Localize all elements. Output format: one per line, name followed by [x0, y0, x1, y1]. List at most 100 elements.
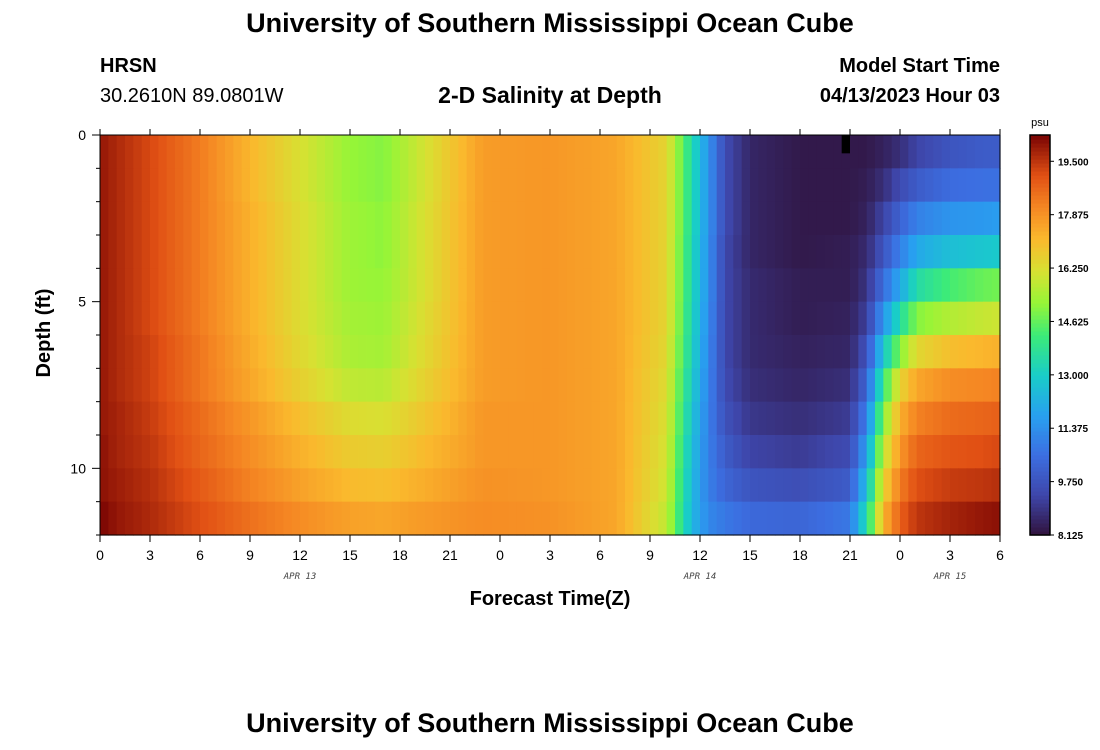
heatmap-cell	[916, 301, 926, 336]
colorbar-segment	[1030, 203, 1050, 208]
heatmap-cell	[325, 435, 334, 469]
heatmap-cell	[616, 301, 626, 336]
heatmap-cell	[141, 335, 151, 369]
colorbar-segment	[1030, 335, 1050, 340]
heatmap-cell	[325, 501, 334, 536]
heatmap-cell	[166, 435, 176, 469]
heatmap-cell	[341, 201, 351, 236]
colorbar-segment	[1030, 315, 1050, 320]
heatmap-cell	[925, 401, 934, 436]
heatmap-cell	[433, 235, 443, 269]
heatmap-cell	[941, 401, 951, 436]
heatmap-cell	[266, 301, 276, 336]
heatmap-cell	[850, 435, 859, 469]
heatmap-cell	[825, 268, 834, 303]
heatmap-cell	[133, 235, 143, 269]
heatmap-cell	[483, 501, 493, 536]
heatmap-cell	[466, 235, 476, 269]
heatmap-cell	[983, 401, 993, 436]
heatmap-cell	[258, 401, 268, 436]
heatmap-cell	[266, 135, 276, 169]
heatmap-cell	[733, 135, 743, 169]
colorbar-segment	[1030, 275, 1050, 280]
heatmap-cell	[658, 201, 668, 236]
heatmap-cell	[991, 235, 1001, 269]
heatmap-cell	[108, 435, 118, 469]
heatmap-cell	[908, 135, 918, 169]
heatmap-cell	[800, 335, 809, 369]
heatmap-cell	[258, 435, 268, 469]
heatmap-cell	[783, 401, 793, 436]
heatmap-cell	[575, 201, 584, 236]
heatmap-cell	[341, 368, 351, 403]
heatmap-cell	[941, 201, 951, 236]
heatmap-cell	[891, 501, 901, 536]
heatmap-cell	[416, 268, 426, 303]
heatmap-cell	[925, 335, 934, 369]
heatmap-cell	[141, 135, 151, 169]
heatmap-cell	[216, 135, 226, 169]
colorbar-segment	[1030, 311, 1050, 316]
heatmap-cell	[733, 235, 743, 269]
heatmap-cell	[575, 268, 584, 303]
heatmap-cell	[591, 368, 601, 403]
heatmap-cell	[525, 168, 534, 203]
heatmap-cell	[766, 401, 776, 436]
heatmap-cell	[116, 135, 126, 169]
heatmap-cell	[200, 268, 209, 303]
heatmap-cell	[566, 168, 576, 203]
heatmap-cell	[133, 268, 143, 303]
heatmap-cell	[241, 435, 251, 469]
heatmap-cell	[650, 135, 659, 169]
heatmap-cell	[191, 468, 201, 503]
date-label: APR 13	[283, 572, 317, 582]
heatmap-cell	[425, 235, 434, 269]
heatmap-cell	[933, 235, 943, 269]
heatmap-cell	[483, 335, 493, 369]
heatmap-cell	[700, 501, 709, 536]
heatmap-cell	[466, 501, 476, 536]
heatmap-cell	[200, 201, 209, 236]
heatmap-cell	[208, 435, 218, 469]
heatmap-cell	[616, 168, 626, 203]
heatmap-cell	[925, 368, 934, 403]
heatmap-cell	[825, 301, 834, 336]
heatmap-cell	[983, 268, 993, 303]
heatmap-cell	[475, 435, 484, 469]
heatmap-cell	[416, 201, 426, 236]
heatmap-cell	[391, 301, 401, 336]
heatmap-cell	[600, 501, 609, 536]
heatmap-cell	[333, 435, 343, 469]
heatmap-cell	[691, 335, 701, 369]
heatmap-cell	[150, 435, 159, 469]
heatmap-cell	[608, 301, 618, 336]
heatmap-cell	[425, 435, 434, 469]
heatmap-cell	[533, 168, 543, 203]
heatmap-cell	[308, 335, 318, 369]
heatmap-cell	[766, 268, 776, 303]
heatmap-cell	[333, 468, 343, 503]
colorbar-segment	[1030, 199, 1050, 204]
heatmap-cell	[991, 168, 1001, 203]
heatmap-cell	[991, 368, 1001, 403]
heatmap-cell	[616, 268, 626, 303]
heatmap-cell	[875, 168, 884, 203]
heatmap-cell	[766, 368, 776, 403]
heatmap-cell	[691, 235, 701, 269]
heatmap-cell	[175, 501, 184, 536]
colorbar-segment	[1030, 207, 1050, 212]
heatmap-cell	[525, 468, 534, 503]
heatmap-cell	[775, 235, 784, 269]
heatmap-cell	[433, 368, 443, 403]
heatmap-cell	[291, 335, 301, 369]
heatmap-cell	[283, 468, 293, 503]
heatmap-cell	[991, 335, 1001, 369]
heatmap-cell	[700, 235, 709, 269]
heatmap-cell	[450, 401, 459, 436]
heatmap-cell	[600, 135, 609, 169]
heatmap-cell	[791, 468, 801, 503]
heatmap-cell	[783, 201, 793, 236]
heatmap-cell	[641, 435, 651, 469]
heatmap-cell	[391, 135, 401, 169]
heatmap-cell	[316, 501, 326, 536]
